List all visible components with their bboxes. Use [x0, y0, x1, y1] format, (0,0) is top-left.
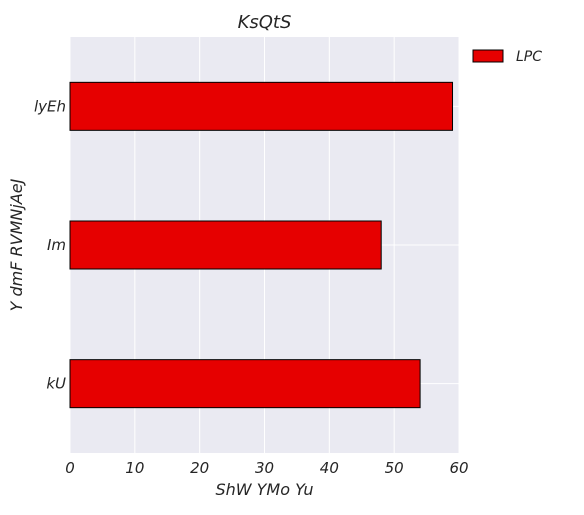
x-axis-title: ShW YMo Yu — [215, 480, 313, 499]
y-tick-label: kU — [46, 375, 66, 393]
y-tick-labels: lyEh Im kU — [34, 97, 66, 392]
x-tick-label: 40 — [320, 459, 339, 477]
legend-swatch — [472, 49, 504, 63]
bar — [69, 81, 454, 131]
chart-title: KsQtS — [238, 12, 292, 33]
x-tick-label: 50 — [385, 459, 404, 477]
legend-label: LPC — [516, 49, 542, 65]
y-tick-label: lyEh — [34, 97, 66, 115]
x-tick-label: 60 — [449, 459, 468, 477]
x-tick-label: 30 — [255, 459, 274, 477]
x-tick-label: 0 — [65, 459, 75, 477]
x-tick-labels: 0 10 20 30 40 50 60 — [65, 459, 468, 477]
bar — [69, 220, 382, 270]
bar — [69, 359, 421, 409]
legend: LPC — [472, 49, 542, 65]
x-tick-label: 10 — [125, 459, 144, 477]
y-axis-title: Y dmF RVMNjAeJ — [7, 178, 26, 311]
bars — [69, 81, 454, 409]
x-tick-label: 20 — [190, 459, 209, 477]
y-tick-label: Im — [47, 236, 66, 254]
